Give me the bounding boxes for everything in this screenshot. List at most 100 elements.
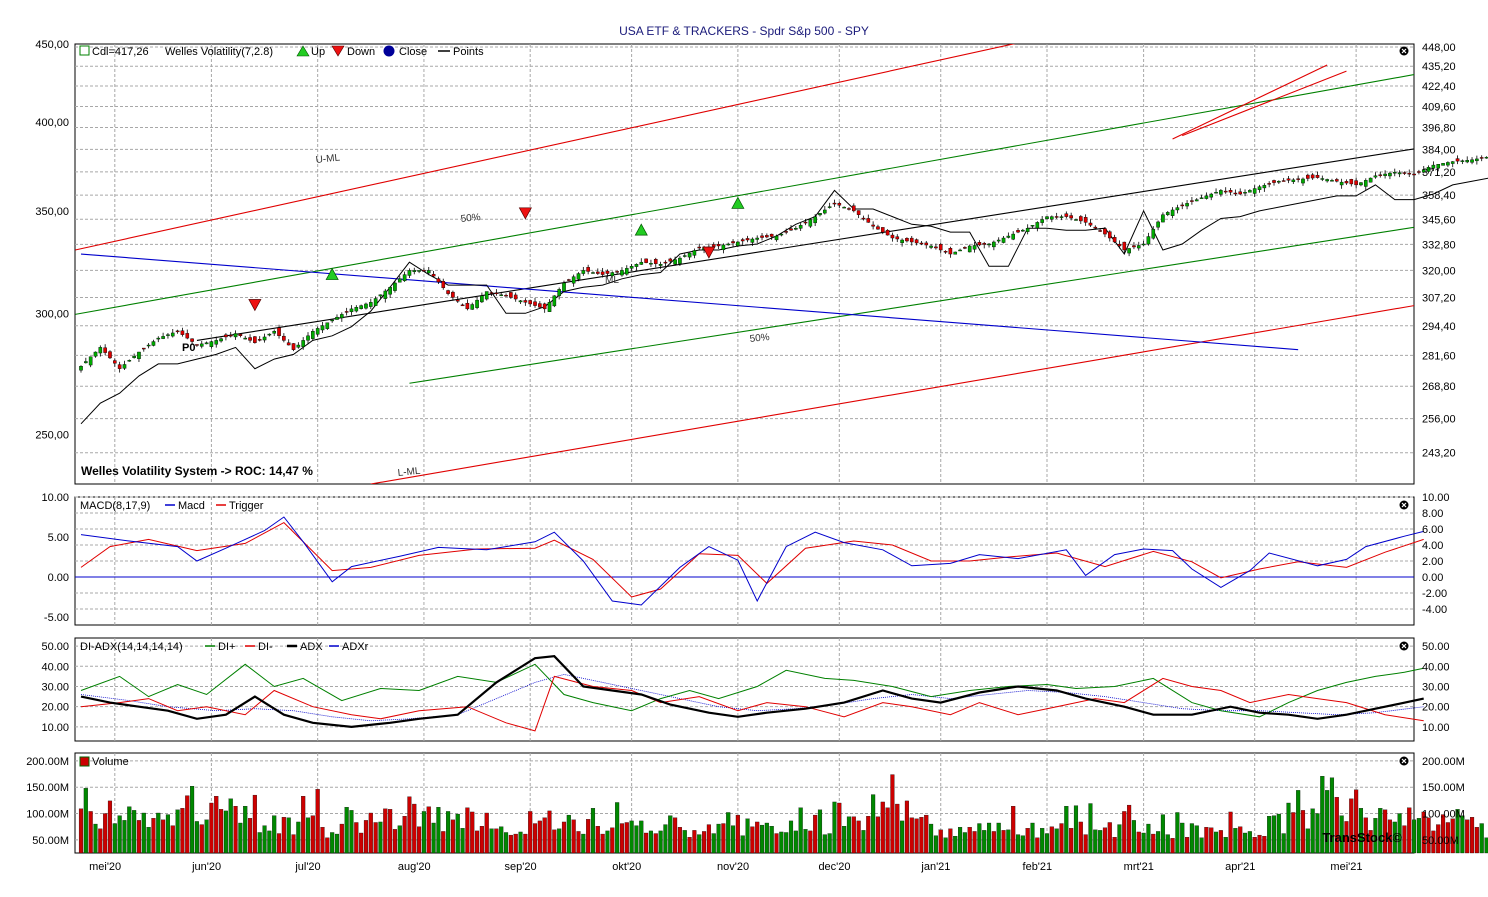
candle-down [238,333,243,337]
volume-bar [1310,808,1315,854]
candle-up [774,235,779,241]
volume-bar [759,824,765,854]
volume-bar [518,831,523,854]
volume-bar [687,837,692,854]
macd-close-button[interactable] [1399,500,1409,510]
candle-up [369,302,373,307]
candle-up [214,340,219,345]
volume-bar [1223,837,1228,854]
candle-up [296,344,301,348]
x-tick-label: jun'20 [191,861,221,873]
legend-volume: Volume [92,756,129,768]
candle-up [1330,180,1334,182]
volume-bar [1170,838,1175,854]
volume-bar [566,814,571,854]
legend-welles: Welles Volatility(7,2.8) [165,46,273,58]
close-circle-icon [383,45,395,57]
volume-bar [281,817,286,854]
candle-down [538,303,542,308]
axis-layer: mei'20 jun'20 jul'20 aug'20 sep'20 okt'20 nov'… [26,39,1465,873]
candle-up [1199,197,1204,199]
candle-up [417,270,421,272]
volume-bar [1479,823,1484,854]
candle-down [504,294,508,297]
volume-bar [262,825,267,854]
candle-down [1407,172,1412,175]
legend-down: Down [347,46,375,58]
price-close-button[interactable] [1399,46,1409,56]
legend-adx-title: DI-ADX(14,14,14,14) [80,641,183,653]
left-tick-label: 50.00 [41,641,69,653]
candle-up [320,325,325,331]
left-tick-label: 10.00 [41,722,69,734]
candle-up [1141,243,1146,246]
candle-up [1383,173,1387,176]
candle-up [827,206,832,208]
volume-bar [1127,804,1132,854]
x-tick-label: dec'20 [818,861,850,873]
down-signal-marker [248,299,262,312]
volume-bar [1402,825,1407,854]
candle-up [79,366,83,371]
volume-bar [779,831,784,854]
candle-up [1050,216,1054,220]
right-tick-label: 435,20 [1422,61,1456,73]
volume-bar [1093,829,1098,854]
volume-bar [808,830,813,854]
volume-bar [1296,790,1301,854]
candle-up [624,268,629,275]
candle-down [596,271,600,274]
right-tick-label: 358,40 [1422,190,1456,202]
candle-down [890,234,895,239]
candle-up [692,250,697,256]
legend-close: Close [399,46,427,58]
volume-bar [363,820,369,854]
legend-points: Points [453,46,484,58]
price-panel [74,43,1415,485]
candle-up [813,216,817,224]
volume-bar [590,808,596,854]
volume-bar [238,822,243,854]
candle-down [489,292,494,294]
candle-up [1359,182,1363,186]
candle-up [335,316,339,320]
volume-bar [190,786,195,854]
volume-bar [1291,812,1296,854]
candle-up [301,340,305,347]
volume-bar [296,821,301,854]
label-l-ml: L-ML [397,466,421,479]
candle-up [1446,162,1450,166]
volume-bar [103,813,108,854]
candle-up [262,336,267,341]
volume-bar [214,796,219,854]
candle-up [1243,191,1247,194]
right-tick-label: 20.00 [1422,702,1450,714]
candle-up [340,314,344,319]
candle-down [740,239,745,242]
candle-down [253,336,257,343]
candle-up [1339,181,1344,186]
candle-up [1397,172,1402,175]
candle-up [364,303,368,309]
volume-bar [397,825,402,854]
volume-bar [827,833,832,854]
candle-down [615,271,619,273]
left-tick-label: 20.00 [41,702,69,714]
volume-bar [1354,789,1359,854]
candle-up [736,241,740,247]
candle-down [1098,230,1102,232]
volume-bar [933,835,938,854]
volume-close-button[interactable] [1399,756,1409,766]
candle-up [1248,190,1252,193]
volume-bar [991,831,996,854]
volume-bar [475,830,480,854]
volume-bar [1416,818,1421,854]
candle-down [180,330,185,335]
candle-up [161,336,165,339]
volume-bar [489,828,494,854]
candle-down [1349,179,1354,185]
volume-bar [219,809,224,854]
volume-bar [895,803,900,854]
volume-bar [402,816,407,854]
adx-close-button[interactable] [1399,641,1409,651]
